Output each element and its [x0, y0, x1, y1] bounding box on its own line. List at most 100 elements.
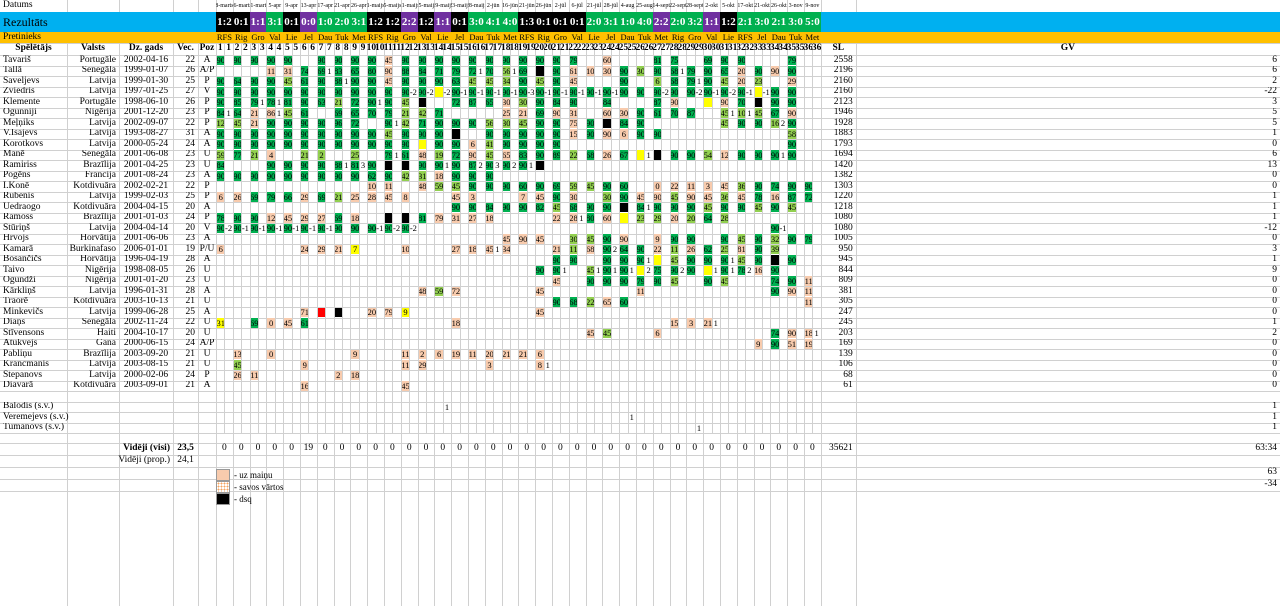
player-gv: -22 — [1264, 86, 1277, 96]
minutes-cell: 31 — [284, 66, 292, 76]
minutes-cell: 90 — [519, 55, 527, 65]
minutes-cell: 90 — [788, 255, 796, 265]
match-number: 35 — [787, 43, 796, 54]
minutes-cell: 90 — [603, 265, 611, 275]
minutes-cell: 90 — [401, 87, 410, 97]
match-total: 0 — [726, 443, 731, 454]
minutes-cell: 90 — [586, 87, 594, 97]
minutes-cell: 84 — [603, 97, 611, 107]
player-dob: 2000-02-06 — [123, 370, 169, 380]
match-date: 3-nov — [788, 3, 803, 9]
minutes-cell: 90 — [704, 66, 712, 76]
minutes-cell: 90 — [485, 129, 494, 139]
minutes-cell: 60 — [603, 213, 611, 223]
minutes-cell: 69 — [317, 192, 326, 202]
player-position: A — [203, 233, 211, 243]
match-number: 34 — [770, 43, 779, 54]
minutes-cell: 11 — [805, 286, 813, 296]
minutes-cell: 79 — [250, 97, 258, 107]
minutes-cell: 31 — [569, 108, 578, 118]
match-opponent: Jel — [602, 32, 620, 43]
minutes-cell: 72 — [351, 118, 359, 128]
minutes-cell: 90 — [737, 150, 746, 160]
minutes-cell: 90 — [301, 97, 309, 107]
minutes-cell: 65 — [485, 97, 494, 107]
minutes-cell: 48 — [418, 181, 426, 191]
goals-cell: 2 — [612, 244, 618, 254]
match-date: 1-maijs — [367, 3, 384, 9]
minutes-cell: 34 — [502, 244, 510, 254]
minutes-cell — [334, 307, 342, 317]
minutes-cell: 90 — [603, 276, 611, 286]
match-opponent: Gro — [552, 32, 569, 43]
minutes-cell: 90 — [670, 202, 678, 212]
player-dob: 2001-01-03 — [123, 212, 169, 222]
minutes-cell — [401, 213, 410, 223]
player-dob: 1996-04-19 — [123, 254, 169, 264]
match-number: 31 — [728, 43, 737, 54]
goals-cell: 1 — [528, 160, 534, 170]
minutes-cell: 30 — [519, 97, 527, 107]
minutes-cell: 68 — [586, 150, 594, 160]
player-country: Kotdivuāra — [73, 380, 116, 390]
match-total: 0 — [490, 443, 496, 454]
minutes-cell: 90 — [569, 87, 578, 97]
minutes-cell: 90 — [788, 181, 796, 191]
minutes-cell: 79 — [267, 192, 275, 202]
minutes-cell — [536, 66, 544, 76]
match-total: 0 — [591, 443, 597, 454]
minutes-cell: 2 — [317, 150, 326, 160]
match-total: 0 — [793, 443, 798, 454]
minutes-cell: 90 — [401, 223, 410, 233]
minutes-cell: 48 — [418, 286, 426, 296]
minutes-cell: 21 — [519, 349, 527, 359]
goals-cell: 2 — [646, 265, 651, 275]
match-opponent: Lie — [720, 32, 737, 43]
minutes-cell: 29 — [301, 192, 309, 202]
header-dz_gads: Dz. gads — [128, 43, 164, 54]
match-number: 28 — [669, 43, 678, 54]
goals-cell: 1 — [545, 359, 550, 370]
match-result: 0:1 — [552, 12, 569, 32]
match-result: 1:2 — [216, 12, 233, 32]
minutes-cell: 39 — [771, 244, 779, 254]
minutes-cell: 90 — [368, 97, 376, 107]
match-total: 0 — [776, 443, 782, 454]
minutes-cell: 54 — [704, 150, 712, 160]
minutes-cell: 70 — [737, 97, 746, 107]
minutes-cell: 90 — [670, 265, 678, 275]
player-gv: -12 — [1264, 223, 1277, 233]
match-result: 3:2 — [686, 12, 704, 32]
minutes-cell: 90 — [670, 87, 678, 97]
goals-cell: 1 — [612, 265, 618, 275]
minutes-cell: 90 — [653, 202, 662, 212]
player-sl: 381 — [838, 286, 853, 296]
minutes-cell: 70 — [485, 66, 494, 76]
player-sl: 1303 — [833, 181, 853, 191]
match-number: 8 — [343, 43, 349, 54]
minutes-cell: 79 — [452, 66, 460, 76]
player-gv: 0 — [1272, 380, 1277, 390]
minutes-cell: 45 — [721, 76, 729, 86]
minutes-cell: 64 — [704, 213, 712, 223]
player-position: A — [203, 254, 211, 264]
player-gv: 1 — [1272, 422, 1277, 432]
match-result: 5:0 — [804, 12, 821, 32]
player-country: Portugāle — [79, 97, 116, 107]
minutes-cell: 90 — [317, 118, 326, 128]
minutes-cell: 90 — [351, 171, 359, 181]
minutes-cell: 90 — [637, 108, 645, 118]
minutes-cell: 90 — [368, 55, 376, 65]
match-date: 13-apr — [300, 3, 317, 9]
player-dob: 2006-01-01 — [123, 244, 169, 254]
minutes-cell: 75 — [653, 265, 662, 275]
player-gv: 9 — [1272, 265, 1277, 275]
player-name: Klemente — [3, 97, 40, 107]
player-age: 26 — [185, 65, 196, 75]
player-name: Meļņiks — [3, 118, 35, 128]
minutes-cell: 90 — [469, 171, 477, 181]
player-age: 24 — [185, 139, 196, 149]
player-gv: 1 — [1272, 412, 1277, 422]
minutes-cell: 90 — [653, 129, 662, 139]
match-number: 22 — [577, 43, 586, 54]
